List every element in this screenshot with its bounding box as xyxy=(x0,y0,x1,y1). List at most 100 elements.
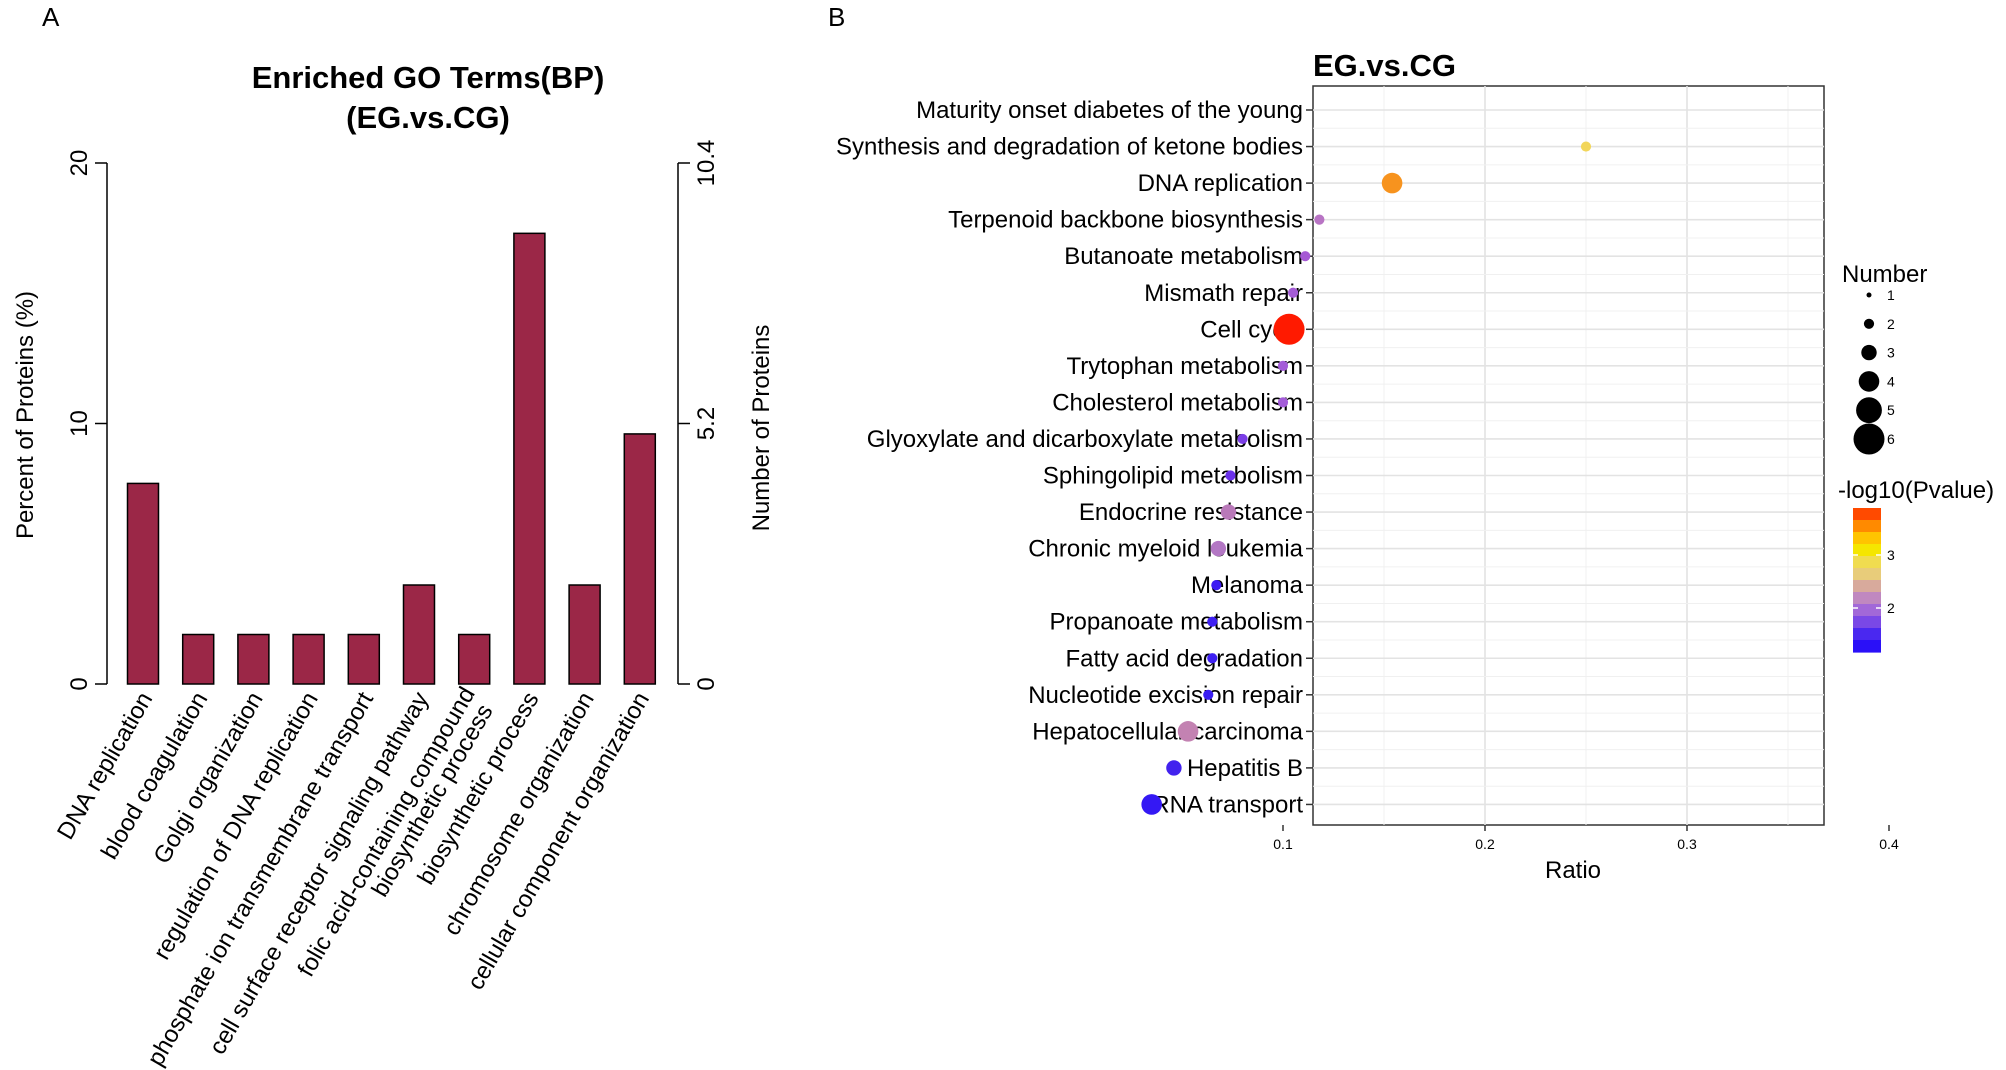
size-legend-label: 1 xyxy=(1887,287,1895,303)
bar xyxy=(623,433,657,685)
dot-plot-title: EG.vs.CG xyxy=(1313,48,1456,83)
size-legend-dot xyxy=(1863,318,1875,329)
pathway-label: Chronic myeloid leukemia xyxy=(1028,536,1303,563)
pathway-label: Butanoate metabolism xyxy=(1064,243,1303,270)
pathway-label: DNA replication xyxy=(1138,170,1303,197)
plot-grid xyxy=(1312,85,1825,826)
size-legend-dot xyxy=(1858,371,1880,392)
data-point xyxy=(1141,794,1162,815)
bar xyxy=(181,633,215,685)
data-point xyxy=(1288,287,1299,298)
data-point xyxy=(1381,172,1403,194)
bar xyxy=(568,584,601,685)
data-point xyxy=(1177,721,1199,742)
bar xyxy=(513,232,546,685)
color-legend-swatch xyxy=(1853,508,1881,521)
data-point xyxy=(1220,504,1237,520)
y2-axis-label: Number of Proteins xyxy=(748,325,775,532)
pathway-label: Cholesterol metabolism xyxy=(1052,389,1303,416)
pathway-label: Trytophan metabolism xyxy=(1066,353,1303,380)
pathway-label: Mismath repair xyxy=(1144,280,1303,307)
data-point xyxy=(1300,251,1311,262)
panel-label-b: B xyxy=(828,2,845,32)
y-tick-label: 10 xyxy=(66,410,93,437)
pathway-label: Propanoate metabolism xyxy=(1050,609,1303,636)
bar xyxy=(457,633,491,685)
bar xyxy=(237,633,270,685)
bar-chart-title: Enriched GO Terms(BP) xyxy=(252,60,605,95)
color-legend-swatch xyxy=(1853,640,1881,653)
size-legend-dot xyxy=(1856,397,1882,424)
pathway-labels: Maturity onset diabetes of the young Synt… xyxy=(836,97,1313,818)
x-tick-label: 0.1 xyxy=(1273,836,1293,852)
size-legend-label: 4 xyxy=(1887,373,1895,389)
color-legend-swatch xyxy=(1853,592,1881,605)
color-legend-swatch xyxy=(1853,532,1881,545)
bar xyxy=(402,584,436,685)
bar-group xyxy=(126,232,657,685)
dot-plot-panel: EG.vs.CG Maturity onset diabetes of the … xyxy=(836,48,1994,884)
color-legend-swatch xyxy=(1853,544,1881,557)
y2-tick-label: 10.4 xyxy=(693,140,720,187)
color-legend: -log10(Pvalue) 3 2 xyxy=(1838,477,1994,653)
pathway-label: Hepatocellular carcinoma xyxy=(1032,718,1303,745)
size-legend-label: 6 xyxy=(1887,431,1895,447)
pathway-label: Endocrine resistance xyxy=(1079,499,1303,526)
size-legend-dot xyxy=(1853,423,1885,455)
data-point xyxy=(1225,470,1236,481)
pathway-label: Sphingolipid metabolism xyxy=(1043,463,1303,490)
color-legend-label: 3 xyxy=(1887,547,1895,563)
data-point xyxy=(1580,141,1592,152)
pathway-label: Maturity onset diabetes of the young xyxy=(916,97,1303,124)
data-point xyxy=(1277,360,1289,371)
data-point xyxy=(1203,689,1214,700)
color-legend-swatch xyxy=(1853,520,1881,533)
data-point xyxy=(1210,540,1227,557)
y2-tick-label: 5.2 xyxy=(693,407,720,440)
y2-tick-label: 0 xyxy=(693,677,720,690)
pathway-label: Nucleotide excision repair xyxy=(1028,682,1303,709)
pathway-label: Hepatitis B xyxy=(1187,755,1303,782)
bar-chart-panel: Enriched GO Terms(BP) (EG.vs.CG) Percent… xyxy=(12,60,775,1070)
data-point xyxy=(1207,616,1218,627)
pathway-label: Synthesis and degradation of ketone bodi… xyxy=(836,134,1303,161)
point-group xyxy=(1141,141,1592,815)
y-tick-label: 0 xyxy=(66,677,93,690)
bar xyxy=(292,633,325,685)
color-legend-swatch xyxy=(1853,568,1881,581)
bar xyxy=(347,633,381,685)
data-point xyxy=(1207,653,1218,664)
data-point xyxy=(1277,397,1289,408)
plot-frame xyxy=(1312,85,1825,826)
pathway-label: Melanoma xyxy=(1191,572,1304,599)
data-point xyxy=(1237,433,1248,445)
x-tick-label: 0.3 xyxy=(1677,836,1697,852)
data-point xyxy=(1314,214,1325,225)
data-point xyxy=(1166,760,1182,776)
color-legend-swatch xyxy=(1853,580,1881,593)
bar-chart-subtitle: (EG.vs.CG) xyxy=(346,100,510,135)
color-legend-title: -log10(Pvalue) xyxy=(1838,477,1994,504)
size-legend-label: 2 xyxy=(1887,316,1895,332)
size-legend-dot xyxy=(1866,292,1872,298)
pathway-label: Glyoxylate and dicarboxylate metabolism xyxy=(867,426,1303,453)
size-legend-title: Number xyxy=(1842,261,1927,288)
y-tick-label: 20 xyxy=(66,150,93,177)
bar-chart-axes: 0 0 10 5.2 20 10.4 xyxy=(66,140,720,691)
pathway-label: Fatty acid degradation xyxy=(1066,645,1303,672)
color-legend-swatch xyxy=(1853,556,1881,569)
pathway-label: RNA transport xyxy=(1152,791,1303,818)
data-point xyxy=(1273,313,1305,345)
x-axis-ticks: 0.10.20.30.40.5 xyxy=(1273,825,1899,852)
size-legend-label: 5 xyxy=(1887,402,1895,418)
color-legend-label: 2 xyxy=(1887,600,1895,616)
x-tick-label: 0.2 xyxy=(1475,836,1495,852)
panel-label-a: A xyxy=(42,2,60,32)
y-axis-label: Percent of Proteins (%) xyxy=(12,291,39,539)
color-legend-swatch xyxy=(1853,604,1881,617)
data-point xyxy=(1211,580,1222,591)
size-legend-dot xyxy=(1861,344,1877,361)
